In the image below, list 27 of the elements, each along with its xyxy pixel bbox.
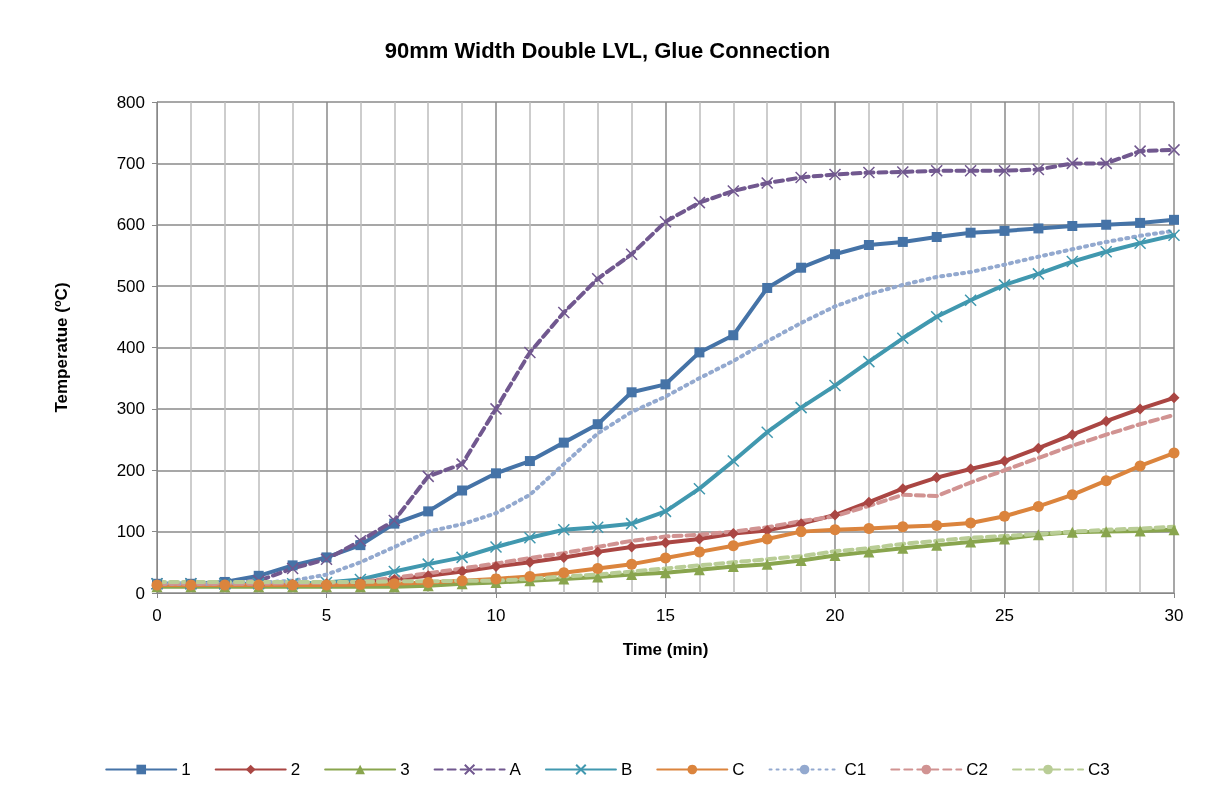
x-tick-label: 5: [321, 606, 332, 625]
legend-label: 1: [181, 760, 191, 779]
x-tick-label: 0: [152, 606, 162, 625]
y-tick-label: 300: [116, 399, 145, 419]
x-tick-label: 25: [995, 606, 1014, 625]
chart-title: 90mm Width Double LVL, Glue Connection: [384, 37, 831, 63]
x-tick-label: 30: [1164, 606, 1184, 625]
legend-label: C2: [966, 760, 989, 779]
legend-label: C: [732, 760, 745, 779]
x-tick-label: 10: [486, 606, 506, 625]
legend-label: 2: [290, 760, 301, 779]
y-tick-label: 200: [116, 460, 145, 480]
y-tick-label: 600: [116, 215, 145, 235]
legend-label: 3: [400, 760, 410, 779]
y-tick-label: 800: [116, 92, 145, 112]
x-tick-label: 20: [825, 606, 845, 625]
y-tick-label: 500: [116, 276, 145, 296]
x-tick-label: 15: [656, 606, 675, 625]
y-tick-label: 100: [116, 522, 145, 542]
y-tick-label: 400: [116, 338, 145, 357]
legend-label: C3: [1088, 760, 1110, 779]
y-tick-label: 0: [135, 583, 145, 603]
legend-label: B: [620, 760, 633, 779]
legend-label: A: [509, 760, 522, 779]
y-tick-label: 700: [116, 153, 145, 173]
legend-label: C1: [844, 760, 867, 779]
x-axis-title: Time (min): [622, 640, 709, 659]
